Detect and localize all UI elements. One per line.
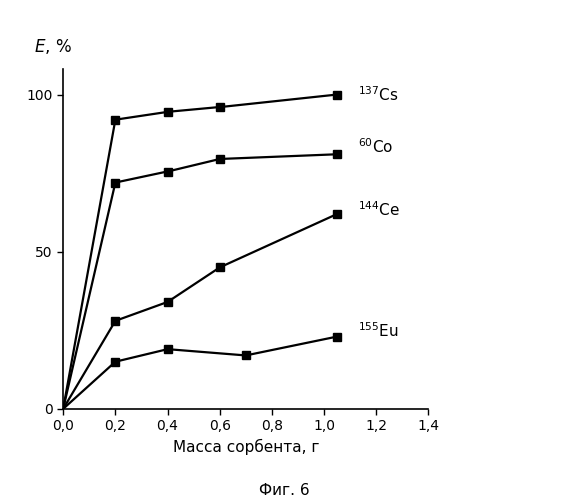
Text: Фиг. 6: Фиг. 6 <box>258 483 310 498</box>
Text: $^{155}$Eu: $^{155}$Eu <box>358 321 399 340</box>
Text: $^{137}$Cs: $^{137}$Cs <box>358 85 399 104</box>
Text: $^{144}$Ce: $^{144}$Ce <box>358 200 400 218</box>
Text: $E$, %: $E$, % <box>34 37 72 56</box>
X-axis label: Масса сорбента, г: Масса сорбента, г <box>173 439 319 455</box>
Text: $^{60}$Co: $^{60}$Co <box>358 137 393 156</box>
